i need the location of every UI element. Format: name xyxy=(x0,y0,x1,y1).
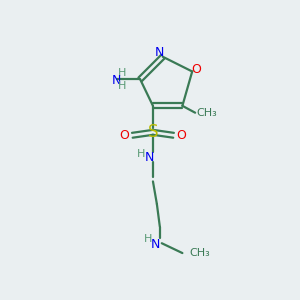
Text: N: N xyxy=(151,238,160,251)
Text: O: O xyxy=(191,63,201,76)
Text: O: O xyxy=(176,129,186,142)
Text: CH₃: CH₃ xyxy=(196,108,217,118)
Text: H: H xyxy=(144,234,152,244)
Text: O: O xyxy=(119,129,129,142)
Text: H: H xyxy=(137,149,146,159)
Text: H: H xyxy=(118,81,127,91)
Text: S: S xyxy=(148,123,158,141)
Text: H: H xyxy=(118,68,127,78)
Text: CH₃: CH₃ xyxy=(190,248,210,258)
Text: N: N xyxy=(155,46,164,59)
Text: N: N xyxy=(144,152,154,164)
Text: N: N xyxy=(112,74,121,87)
